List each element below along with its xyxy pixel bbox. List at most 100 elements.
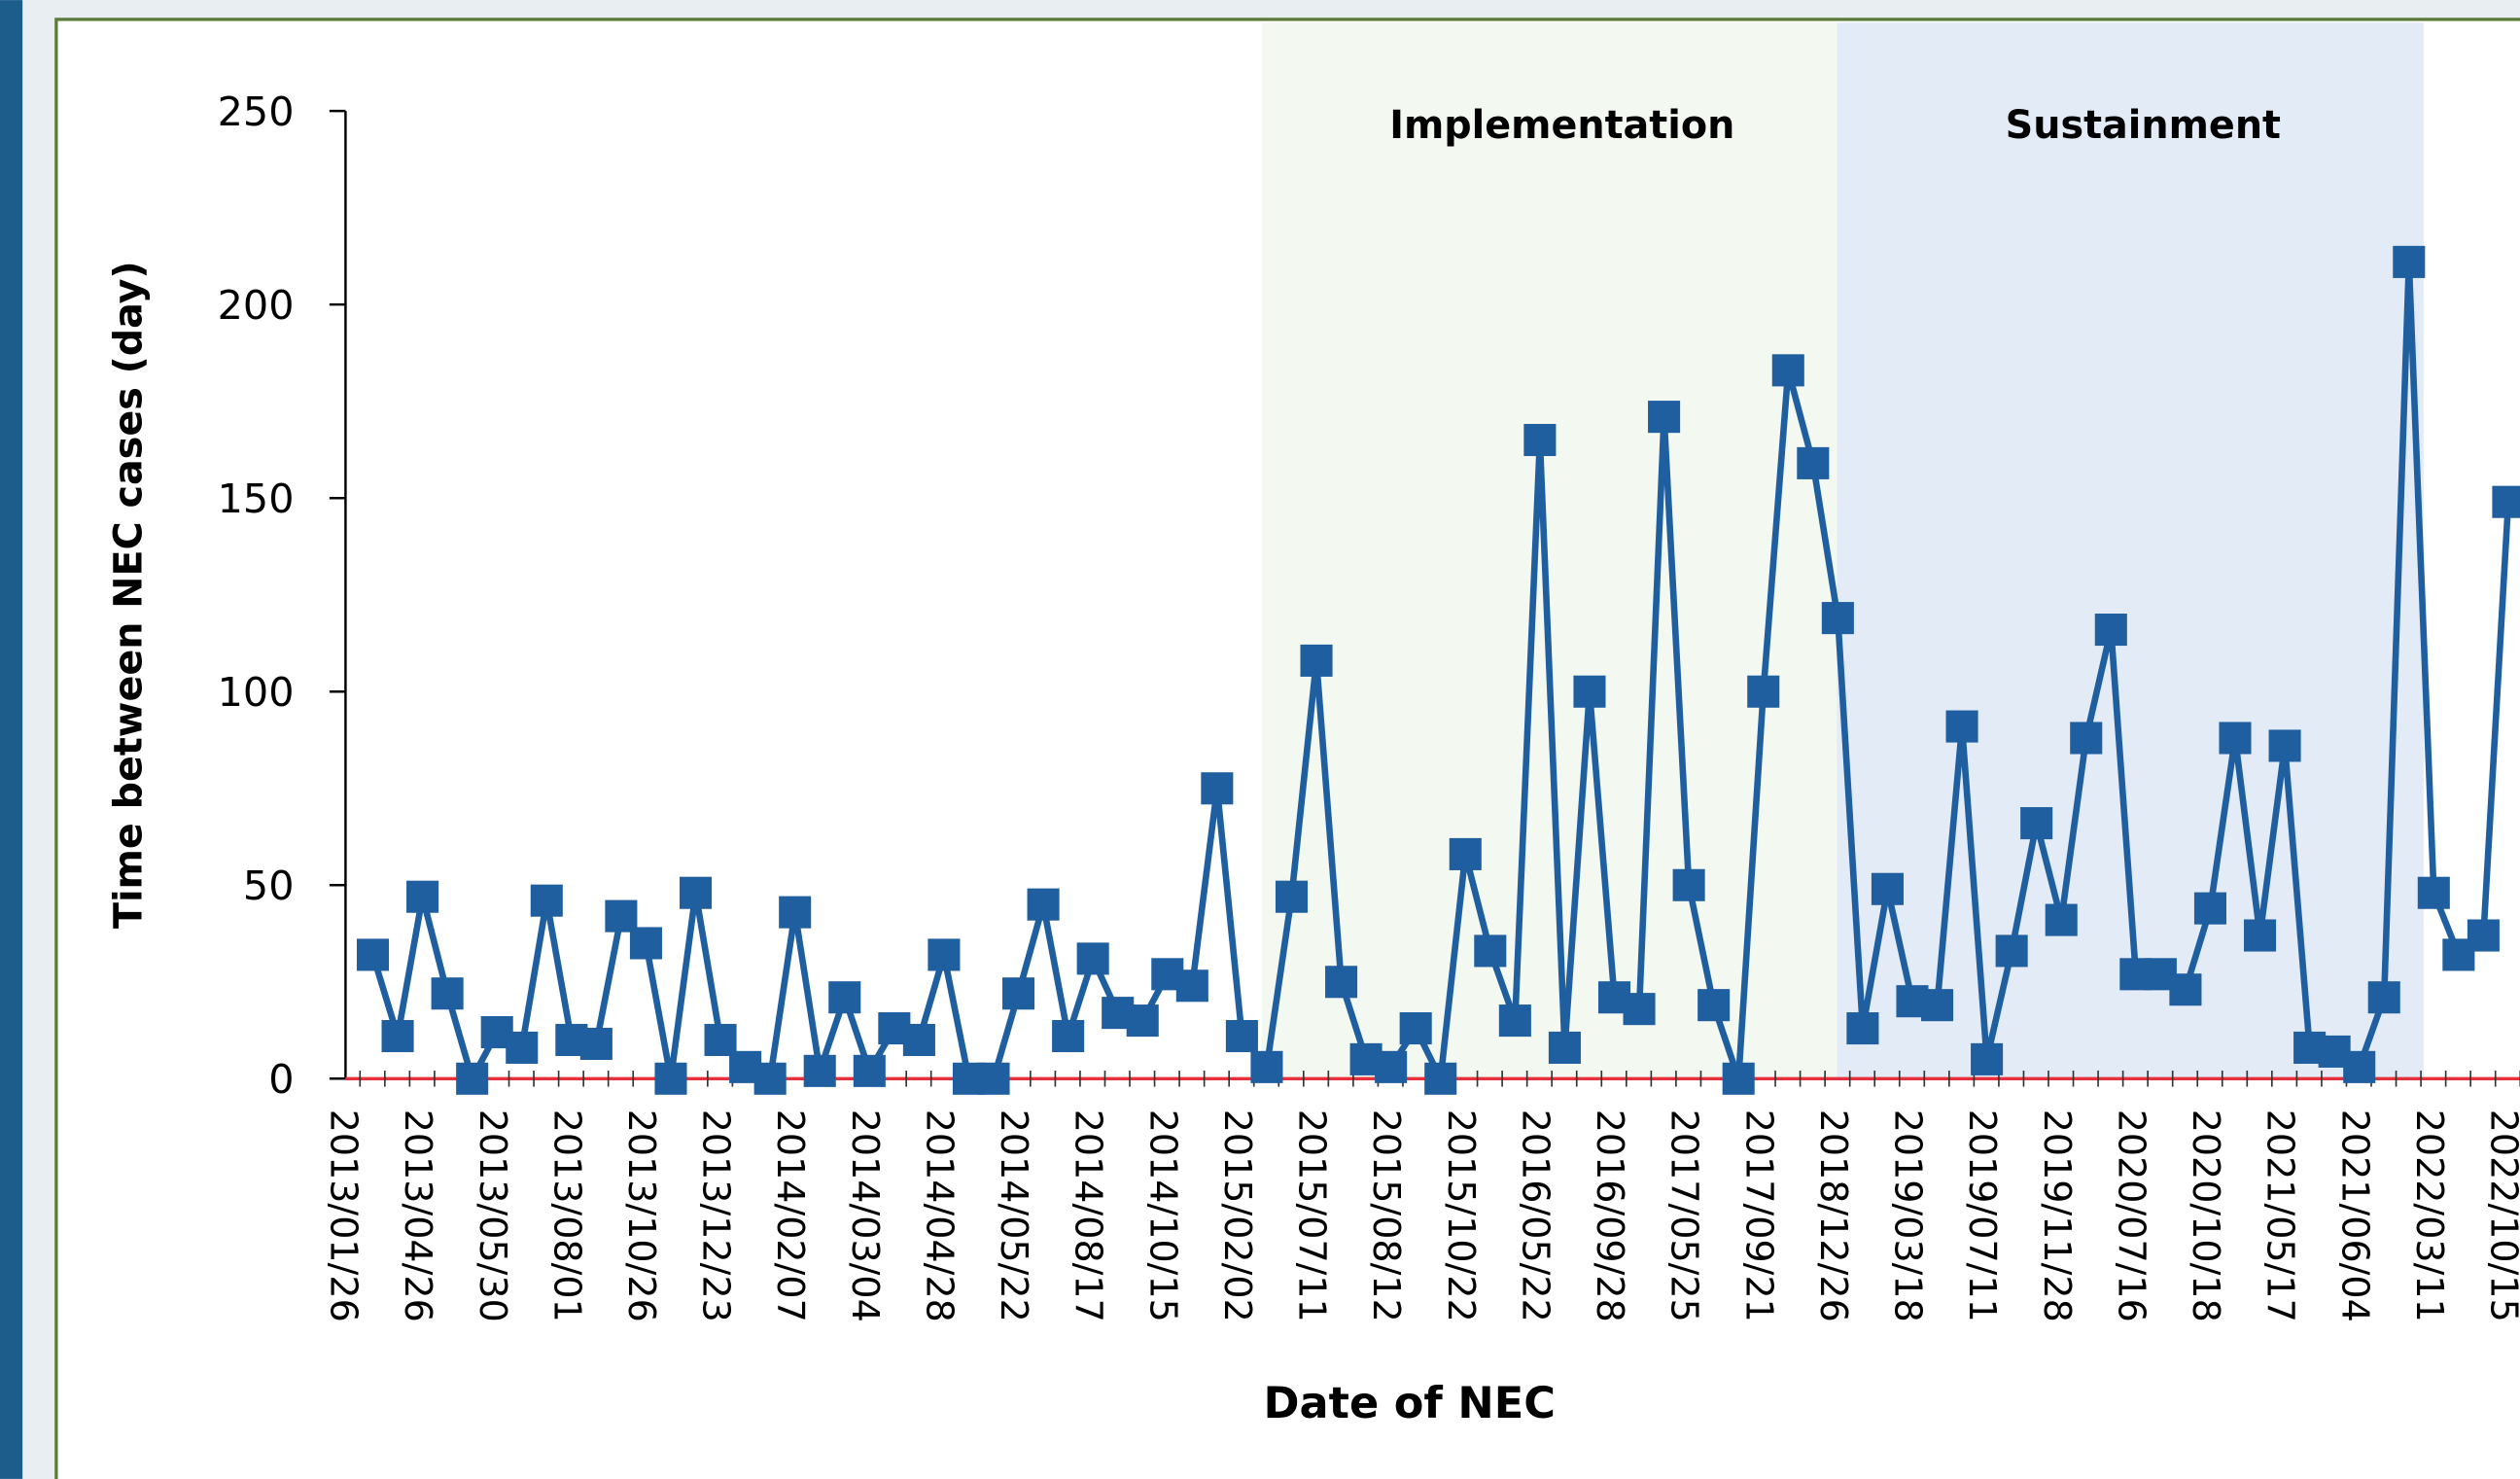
- data-point: [1797, 446, 1830, 479]
- data-point: [928, 938, 961, 971]
- data-point: [679, 876, 713, 909]
- data-point: [579, 1027, 612, 1061]
- y-tick-label: 100: [218, 669, 295, 716]
- x-tick-label: 2019/07/11: [1961, 1109, 2004, 1322]
- y-tick-label: 200: [218, 282, 295, 329]
- x-tick-label: 2016/05/22: [1514, 1109, 1557, 1322]
- data-point: [456, 1062, 489, 1095]
- x-tick-label: 2013/05/30: [472, 1109, 514, 1322]
- data-point: [506, 1031, 539, 1064]
- data-point: [779, 896, 812, 929]
- phase-label: Implementation: [1389, 103, 1734, 148]
- x-tick-label: 2021/05/17: [2259, 1109, 2302, 1322]
- data-point: [2367, 981, 2400, 1014]
- x-tick-label: 2014/02/07: [769, 1109, 812, 1322]
- x-tick-label: 2014/05/22: [993, 1109, 1035, 1322]
- data-point: [753, 1062, 787, 1095]
- x-tick-label: 2019/03/18: [1887, 1109, 1930, 1322]
- phase-label: Sustainment: [2006, 103, 2281, 148]
- data-point: [1498, 1004, 1531, 1038]
- data-point: [1126, 1004, 1159, 1038]
- data-point: [803, 1054, 836, 1087]
- y-tick-label: 50: [243, 863, 295, 909]
- data-point: [1945, 710, 1978, 743]
- data-point: [704, 1023, 737, 1057]
- data-point: [2193, 892, 2226, 925]
- data-point: [1201, 772, 1234, 805]
- data-point: [1573, 675, 1606, 708]
- data-point: [1275, 880, 1309, 913]
- x-tick-label: 2013/04/26: [397, 1109, 439, 1322]
- x-tick-label: 2014/04/28: [918, 1109, 961, 1322]
- y-tick-label: 250: [218, 88, 295, 135]
- data-point: [2244, 919, 2277, 952]
- data-point: [1250, 1050, 1283, 1083]
- data-point: [902, 1023, 935, 1057]
- data-point: [2467, 919, 2500, 952]
- data-point: [1846, 1012, 1879, 1045]
- data-point: [1971, 1042, 2004, 1075]
- x-tick-label: 2014/08/17: [1068, 1109, 1110, 1322]
- data-point: [1548, 1031, 1581, 1064]
- x-tick-label: 2017/05/25: [1663, 1109, 1706, 1322]
- x-tick-label: 2013/01/26: [323, 1109, 366, 1322]
- data-point: [356, 938, 390, 971]
- side-strip: [0, 0, 23, 1479]
- data-point: [1648, 401, 1681, 434]
- x-tick-label: 2022/10/15: [2482, 1109, 2520, 1322]
- y-tick-label: 0: [268, 1056, 294, 1103]
- data-point: [2492, 485, 2520, 518]
- data-point: [2417, 876, 2450, 909]
- data-point: [1821, 602, 1854, 635]
- data-point: [1747, 675, 1780, 708]
- y-tick-label: 150: [218, 475, 295, 522]
- data-point: [2094, 614, 2127, 647]
- x-tick-label: 2014/03/04: [844, 1109, 887, 1322]
- data-point: [2070, 722, 2103, 755]
- data-point: [1474, 934, 1507, 968]
- data-point: [1300, 644, 1333, 677]
- data-point: [1076, 942, 1109, 975]
- data-point: [1672, 868, 1705, 901]
- x-tick-label: 2020/10/18: [2185, 1109, 2227, 1322]
- data-point: [1375, 1050, 1408, 1083]
- data-point: [2268, 729, 2301, 762]
- data-point: [2393, 245, 2426, 278]
- data-point: [1399, 1012, 1432, 1045]
- data-point: [1225, 1019, 1258, 1053]
- y-axis-label: Time between NEC cases (day): [106, 261, 151, 929]
- x-tick-label: 2014/10/15: [1141, 1109, 1184, 1322]
- data-point: [853, 1054, 886, 1087]
- data-point: [1325, 966, 1358, 999]
- x-tick-label: 2019/11/28: [2036, 1109, 2079, 1322]
- data-point: [381, 1019, 414, 1053]
- x-tick-label: 2015/08/12: [1365, 1109, 1408, 1322]
- data-point: [1052, 1019, 1085, 1053]
- data-point: [1002, 977, 1035, 1010]
- data-point: [1449, 837, 1482, 870]
- x-tick-label: 2017/09/21: [1737, 1109, 1780, 1322]
- data-point: [1722, 1062, 1755, 1095]
- data-point: [1523, 423, 1557, 457]
- data-point: [1995, 934, 2028, 968]
- x-tick-label: 2016/09/28: [1589, 1109, 1631, 1322]
- data-point: [2020, 807, 2053, 840]
- data-point: [2169, 973, 2202, 1006]
- x-tick-label: 2020/07/16: [2110, 1109, 2152, 1322]
- phase-region: [1261, 22, 1838, 1079]
- x-tick-label: 2015/02/02: [1216, 1109, 1259, 1322]
- data-point: [2045, 903, 2078, 936]
- data-point: [530, 884, 563, 917]
- data-point: [2343, 1050, 2376, 1083]
- data-point: [1871, 872, 1904, 905]
- data-point: [1424, 1062, 1457, 1095]
- data-point: [605, 899, 638, 933]
- data-point: [1027, 888, 1060, 921]
- x-tick-label: 2015/07/11: [1291, 1109, 1334, 1322]
- data-point: [1771, 354, 1804, 387]
- x-tick-label: 2021/06/04: [2333, 1109, 2376, 1322]
- data-point: [1623, 993, 1656, 1026]
- x-tick-label: 2015/10/22: [1440, 1109, 1483, 1322]
- data-point: [1920, 989, 1954, 1022]
